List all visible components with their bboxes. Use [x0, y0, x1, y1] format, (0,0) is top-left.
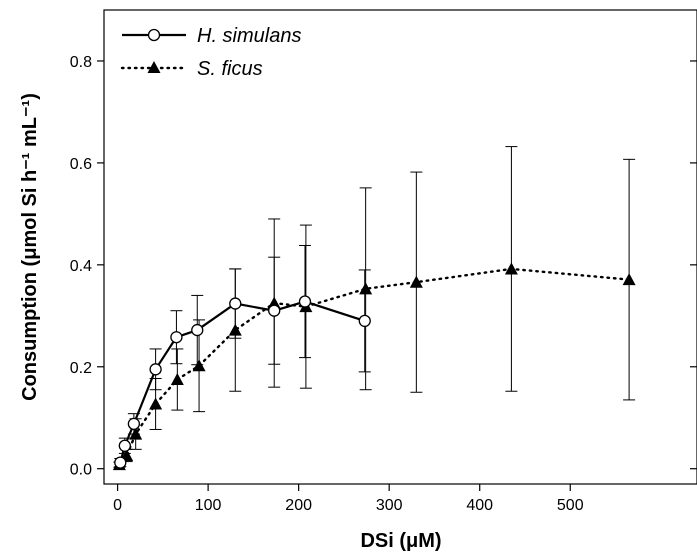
error-bars	[113, 146, 636, 468]
y-tick-label: 0.8	[70, 54, 92, 71]
y-tick-label: 0.0	[70, 462, 92, 479]
legend-item-h-simulans: H. simulans	[122, 25, 301, 47]
data-point	[118, 439, 131, 452]
y-axis-title: Consumption (μmol Si h⁻¹ mL⁻¹)	[19, 93, 41, 401]
data-point	[228, 323, 242, 336]
legend-label-s-ficus: S. ficus	[197, 58, 263, 80]
x-tick-label: 300	[376, 497, 403, 514]
x-axis-title: DSi (μM)	[360, 530, 441, 552]
data-point	[268, 304, 281, 317]
series-line	[119, 300, 366, 463]
data-point	[170, 331, 183, 344]
legend-item-s-ficus: S. ficus	[120, 58, 263, 80]
data-point	[129, 427, 143, 440]
data-point	[170, 373, 184, 386]
data-point	[504, 262, 518, 275]
data-point	[359, 282, 373, 295]
data-point	[409, 275, 423, 288]
y-tick-label: 0.4	[70, 258, 92, 275]
y-tick-label: 0.6	[70, 156, 92, 173]
x-axis-ticks: 0 100 200 300 400 500	[113, 484, 584, 514]
y-axis-ticks: 0.0 0.2 0.4 0.6 0.8	[70, 54, 697, 479]
y-tick-label: 0.2	[70, 360, 92, 377]
data-point	[298, 295, 312, 308]
x-tick-label: 200	[285, 497, 312, 514]
data-point	[127, 417, 141, 431]
data-point	[149, 363, 162, 376]
data-point	[149, 397, 163, 410]
x-tick-label: 500	[557, 497, 584, 514]
data-point	[229, 297, 242, 310]
x-tick-label: 400	[466, 497, 493, 514]
data-markers	[112, 262, 636, 471]
legend-label-h-simulans: H. simulans	[197, 25, 301, 47]
x-tick-label: 100	[195, 497, 222, 514]
legend: H. simulans S. ficus	[120, 25, 301, 80]
plot-frame	[103, 9, 697, 485]
data-point	[622, 273, 636, 286]
data-point	[191, 323, 204, 337]
data-point	[114, 456, 127, 469]
data-point	[192, 359, 206, 372]
data-point	[358, 314, 371, 328]
x-tick-label: 0	[113, 497, 122, 514]
